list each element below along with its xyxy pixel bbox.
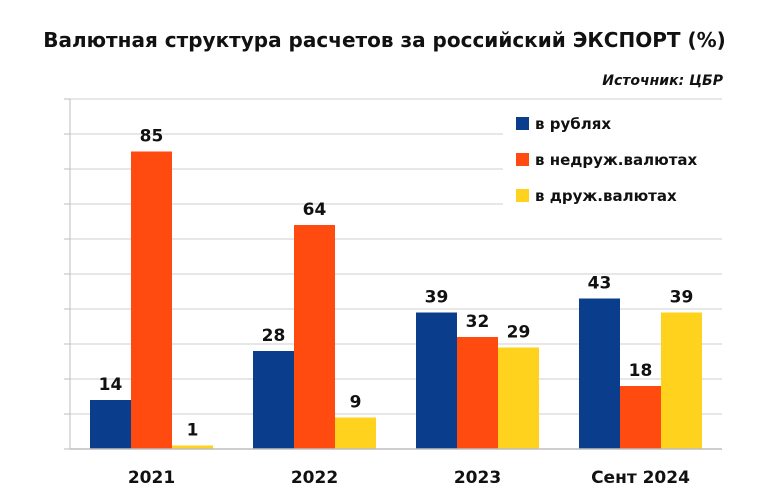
bar	[661, 312, 702, 449]
legend-swatch	[516, 189, 529, 202]
data-label: 43	[588, 274, 612, 294]
x-tick-label: 2022	[291, 468, 338, 488]
legend-label: в рублях	[535, 115, 611, 133]
data-label: 85	[140, 127, 164, 147]
legend-label: в недруж.валютах	[535, 151, 698, 169]
bar	[253, 351, 294, 449]
bar	[294, 225, 335, 449]
bar	[620, 386, 661, 449]
data-label: 39	[670, 288, 694, 308]
chart-source: Источник: ЦБР	[602, 73, 723, 89]
data-label: 14	[99, 375, 123, 395]
bar	[172, 445, 213, 449]
data-label: 64	[303, 200, 327, 220]
bar	[335, 417, 376, 449]
bar	[131, 151, 172, 449]
data-label: 9	[350, 393, 362, 413]
bar	[90, 400, 131, 449]
legend-swatch	[516, 153, 529, 166]
data-label: 28	[262, 326, 286, 346]
legend-label: в друж.валютах	[535, 187, 677, 205]
bar	[498, 347, 539, 449]
bar	[416, 312, 457, 449]
data-label: 18	[629, 361, 653, 381]
data-label: 29	[507, 323, 531, 343]
legend-box	[503, 106, 723, 214]
data-label: 1	[187, 421, 199, 441]
bar	[457, 337, 498, 449]
legend-swatch	[516, 117, 529, 130]
chart-title: Валютная структура расчетов за российски…	[43, 28, 726, 52]
x-tick-label: 2021	[128, 468, 175, 488]
bar	[579, 298, 620, 449]
x-tick-label: Сент 2024	[591, 468, 690, 488]
data-label: 32	[466, 312, 490, 332]
x-tick-label: 2023	[454, 468, 501, 488]
data-label: 39	[425, 288, 449, 308]
